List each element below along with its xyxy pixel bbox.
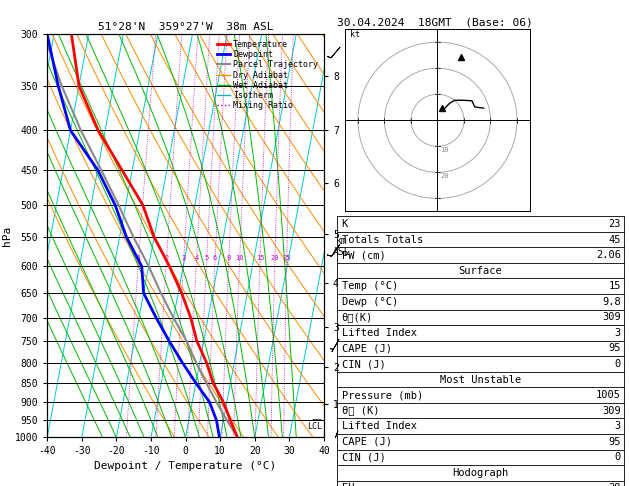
Text: 95: 95 xyxy=(608,437,621,447)
Text: 1: 1 xyxy=(136,255,141,260)
Text: Totals Totals: Totals Totals xyxy=(342,235,423,244)
Y-axis label: km
ASL: km ASL xyxy=(333,236,350,257)
Text: Lifted Index: Lifted Index xyxy=(342,421,416,431)
Text: 5: 5 xyxy=(204,255,209,260)
Text: 3: 3 xyxy=(615,421,621,431)
Text: Surface: Surface xyxy=(459,266,502,276)
Text: θᴇ (K): θᴇ (K) xyxy=(342,406,379,416)
Text: 15: 15 xyxy=(608,281,621,291)
Text: CIN (J): CIN (J) xyxy=(342,452,386,462)
Text: Lifted Index: Lifted Index xyxy=(342,328,416,338)
Text: 309: 309 xyxy=(602,312,621,322)
Text: Most Unstable: Most Unstable xyxy=(440,375,521,384)
Text: 45: 45 xyxy=(608,235,621,244)
Text: 10: 10 xyxy=(440,146,448,153)
Text: 20: 20 xyxy=(440,173,448,178)
Legend: Temperature, Dewpoint, Parcel Trajectory, Dry Adiabat, Wet Adiabat, Isotherm, Mi: Temperature, Dewpoint, Parcel Trajectory… xyxy=(216,38,320,112)
Text: PW (cm): PW (cm) xyxy=(342,250,386,260)
Text: Pressure (mb): Pressure (mb) xyxy=(342,390,423,400)
Text: 30.04.2024  18GMT  (Base: 06): 30.04.2024 18GMT (Base: 06) xyxy=(337,17,532,27)
Text: K: K xyxy=(342,219,348,229)
Text: 6: 6 xyxy=(213,255,217,260)
X-axis label: Dewpoint / Temperature (°C): Dewpoint / Temperature (°C) xyxy=(94,461,277,470)
Text: 3: 3 xyxy=(182,255,186,260)
Text: EH: EH xyxy=(342,484,354,486)
Text: kt: kt xyxy=(350,30,360,39)
Text: 3: 3 xyxy=(615,328,621,338)
Text: 309: 309 xyxy=(602,406,621,416)
Text: CAPE (J): CAPE (J) xyxy=(342,344,391,353)
Y-axis label: hPa: hPa xyxy=(2,226,12,246)
Text: 25: 25 xyxy=(282,255,291,260)
Text: 0: 0 xyxy=(615,359,621,369)
Text: 9.8: 9.8 xyxy=(602,297,621,307)
Text: 23: 23 xyxy=(608,219,621,229)
Text: θᴇ(K): θᴇ(K) xyxy=(342,312,373,322)
Title: 51°28'N  359°27'W  38m ASL: 51°28'N 359°27'W 38m ASL xyxy=(97,22,274,32)
Text: CIN (J): CIN (J) xyxy=(342,359,386,369)
Text: Hodograph: Hodograph xyxy=(452,468,508,478)
Text: 8: 8 xyxy=(226,255,231,260)
Text: LCL: LCL xyxy=(307,421,322,431)
Text: Dewp (°C): Dewp (°C) xyxy=(342,297,398,307)
Text: 1005: 1005 xyxy=(596,390,621,400)
Text: 28: 28 xyxy=(608,484,621,486)
Text: 15: 15 xyxy=(256,255,264,260)
Text: 10: 10 xyxy=(235,255,244,260)
Text: 2.06: 2.06 xyxy=(596,250,621,260)
Text: CAPE (J): CAPE (J) xyxy=(342,437,391,447)
Text: 4: 4 xyxy=(194,255,199,260)
Text: 20: 20 xyxy=(270,255,279,260)
Text: 2: 2 xyxy=(164,255,169,260)
Text: 0: 0 xyxy=(615,452,621,462)
Text: Temp (°C): Temp (°C) xyxy=(342,281,398,291)
Text: 95: 95 xyxy=(608,344,621,353)
